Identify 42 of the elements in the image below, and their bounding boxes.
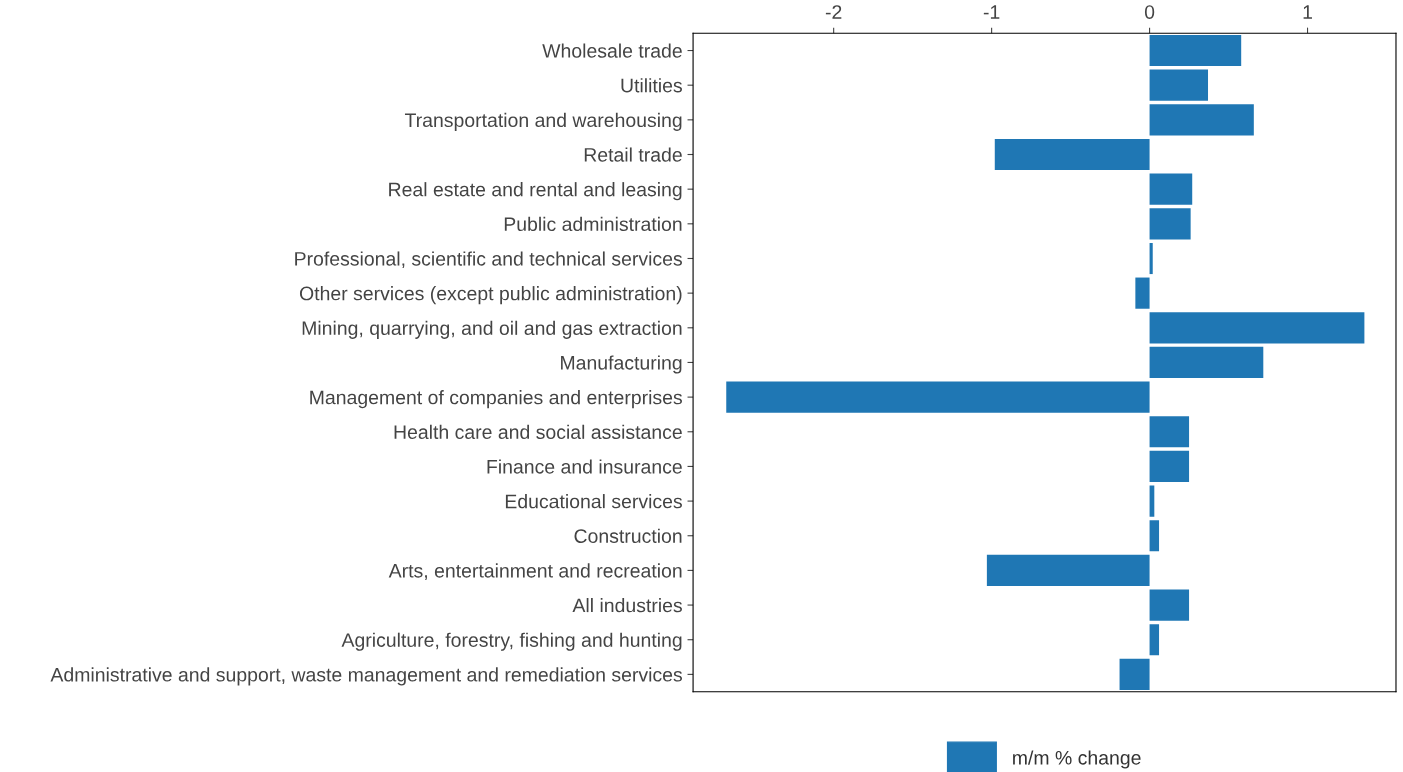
bar bbox=[1149, 104, 1254, 136]
y-tick-label: Administrative and support, waste management and remediation services bbox=[50, 667, 683, 686]
bar bbox=[1149, 416, 1190, 448]
bar bbox=[1149, 34, 1242, 67]
legend-label: m/m % change bbox=[1013, 750, 1141, 769]
bar bbox=[1149, 346, 1264, 379]
bar bbox=[1149, 242, 1153, 275]
y-tick-label: Transportation and warehousing bbox=[404, 112, 682, 131]
bar bbox=[994, 138, 1150, 171]
y-tick-label: Public administration bbox=[504, 216, 682, 232]
bar bbox=[986, 554, 1150, 586]
y-tick-label: Utilities bbox=[621, 78, 682, 93]
bar bbox=[1149, 208, 1191, 240]
bar bbox=[1149, 589, 1190, 621]
x-tick-label: 1 bbox=[1303, 5, 1312, 19]
y-tick-label: Real estate and rental and leasing bbox=[389, 182, 682, 201]
bar bbox=[1119, 658, 1150, 690]
y-tick-label: Arts, entertainment and recreation bbox=[388, 563, 682, 580]
y-tick-label: Professional, scientific and technical services bbox=[295, 251, 682, 269]
y-tick-label: Educational services bbox=[505, 494, 682, 509]
bar bbox=[726, 381, 1150, 413]
y-tick-label: Construction bbox=[574, 528, 682, 543]
bar bbox=[1149, 312, 1365, 344]
y-tick-label: Health care and social assistance bbox=[394, 424, 682, 440]
y-tick-label: Management of companies and enterprises bbox=[310, 390, 682, 409]
y-tick-label: Wholesale trade bbox=[542, 43, 682, 58]
x-tick-label: 0 bbox=[1144, 5, 1155, 19]
y-tick-label: Retail trade bbox=[584, 147, 682, 162]
y-tick-label: All industries bbox=[572, 598, 682, 613]
bar bbox=[1149, 624, 1160, 656]
y-tick-label: Finance and insurance bbox=[487, 459, 682, 474]
bar bbox=[1149, 173, 1193, 205]
y-tick-label: Manufacturing bbox=[561, 355, 682, 374]
y-tick-label: Mining, quarrying, and oil and gas extraction bbox=[302, 320, 682, 339]
x-tick-label: -1 bbox=[983, 5, 1000, 19]
bar bbox=[1135, 277, 1150, 309]
bar bbox=[1149, 450, 1190, 483]
bar bbox=[1149, 69, 1209, 101]
y-tick-label: Agriculture, forestry, fishing and hunting bbox=[341, 632, 682, 651]
x-tick-label: -2 bbox=[825, 5, 842, 19]
y-tick-label: Other services (except public administration) bbox=[299, 286, 682, 305]
bar bbox=[1149, 520, 1160, 552]
